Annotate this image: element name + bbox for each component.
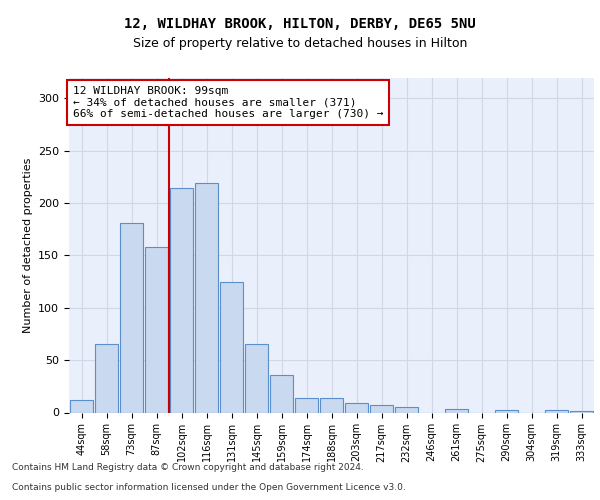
Text: Contains public sector information licensed under the Open Government Licence v3: Contains public sector information licen…	[12, 484, 406, 492]
Bar	[395, 408, 418, 412]
Bar	[145, 247, 169, 412]
Bar	[494, 410, 518, 412]
Text: Size of property relative to detached houses in Hilton: Size of property relative to detached ho…	[133, 38, 467, 51]
Bar	[220, 282, 244, 412]
Bar	[344, 403, 368, 412]
Bar	[370, 405, 394, 412]
Bar	[545, 410, 568, 412]
Bar	[194, 183, 218, 412]
Bar	[95, 344, 118, 412]
Y-axis label: Number of detached properties: Number of detached properties	[23, 158, 32, 332]
Bar	[269, 375, 293, 412]
Bar	[295, 398, 319, 412]
Text: Contains HM Land Registry data © Crown copyright and database right 2024.: Contains HM Land Registry data © Crown c…	[12, 464, 364, 472]
Bar	[119, 223, 143, 412]
Bar	[245, 344, 268, 412]
Bar	[170, 188, 193, 412]
Text: 12 WILDHAY BROOK: 99sqm
← 34% of detached houses are smaller (371)
66% of semi-d: 12 WILDHAY BROOK: 99sqm ← 34% of detache…	[73, 86, 383, 119]
Bar	[70, 400, 94, 412]
Text: 12, WILDHAY BROOK, HILTON, DERBY, DE65 5NU: 12, WILDHAY BROOK, HILTON, DERBY, DE65 5…	[124, 18, 476, 32]
Bar	[445, 410, 469, 412]
Bar	[320, 398, 343, 412]
